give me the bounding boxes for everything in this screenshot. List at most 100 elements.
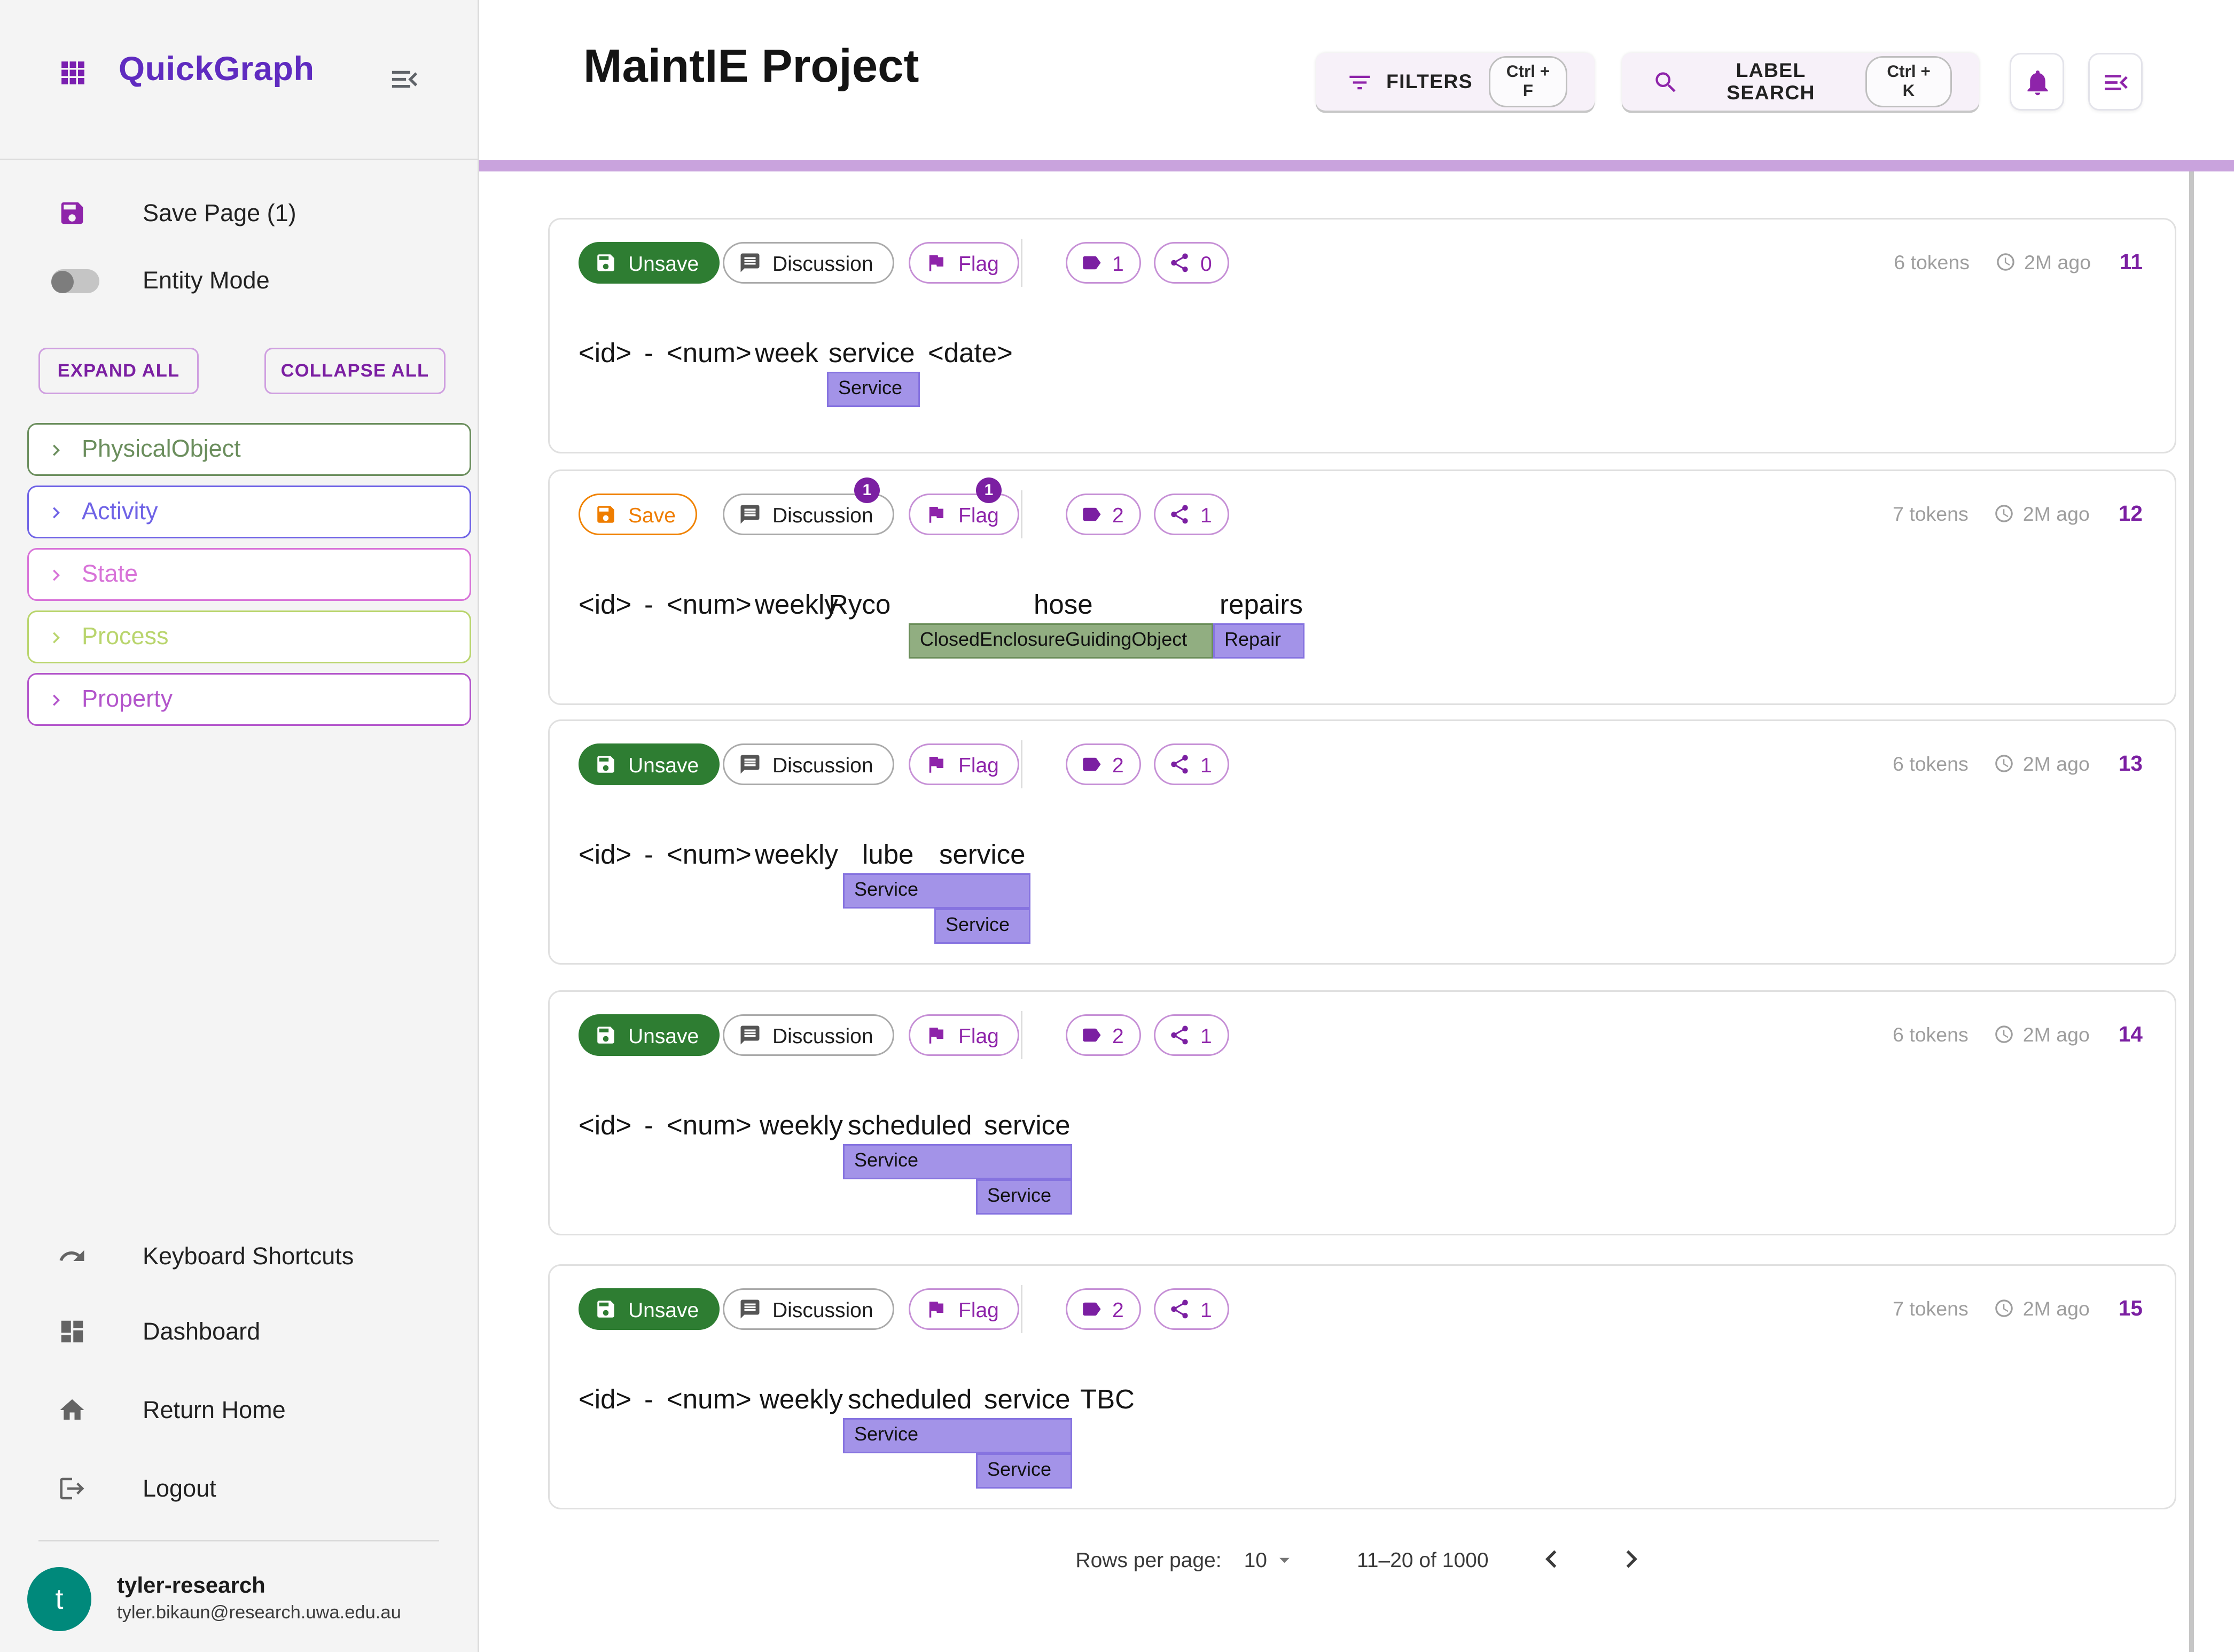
token[interactable]: Ryco — [829, 590, 891, 620]
token[interactable]: <num> — [667, 1384, 752, 1415]
label-search-button[interactable]: LABEL SEARCH Ctrl + K — [1622, 53, 1979, 111]
token[interactable]: service — [984, 1384, 1071, 1415]
token[interactable]: weekly — [755, 590, 838, 620]
token[interactable]: service — [984, 1110, 1071, 1141]
token[interactable]: <num> — [667, 338, 752, 369]
annotation-card: Unsave Discussion Flag 1 0 6 tokens 2M — [548, 218, 2176, 453]
token[interactable]: <id> — [579, 338, 632, 369]
token[interactable]: hose — [1034, 590, 1093, 620]
entity-annotation[interactable]: Service — [843, 873, 1030, 909]
discussion-button-label: Discussion — [772, 1297, 873, 1321]
unsave-button[interactable]: Unsave — [579, 242, 720, 284]
scrollbar[interactable] — [2189, 171, 2194, 1652]
token[interactable]: <id> — [579, 840, 632, 870]
entity-type-label: State — [82, 561, 138, 588]
token[interactable]: weekly — [760, 1384, 843, 1415]
flag-button[interactable]: Flag — [909, 242, 1020, 284]
entity-mode-toggle[interactable] — [51, 269, 99, 293]
token[interactable]: service — [939, 840, 1026, 870]
label-count-pill[interactable]: 2 — [1066, 1014, 1142, 1056]
divider — [1021, 1285, 1022, 1333]
label-count: 2 — [1112, 752, 1124, 777]
notifications-button[interactable] — [2010, 53, 2064, 111]
divider — [1021, 1011, 1022, 1059]
entity-annotation[interactable]: Service — [843, 1418, 1072, 1453]
entity-type-property[interactable]: Property — [27, 673, 471, 726]
entity-annotation[interactable]: Service — [976, 1179, 1072, 1215]
token[interactable]: scheduled — [848, 1110, 972, 1141]
share-count-pill[interactable]: 1 — [1154, 1014, 1230, 1056]
entity-annotation[interactable]: ClosedEnclosureGuidingObject — [909, 623, 1213, 659]
flag-button[interactable]: Flag — [909, 1288, 1020, 1330]
token[interactable]: <num> — [667, 1110, 752, 1141]
token[interactable]: - — [644, 840, 654, 870]
previous-page-button[interactable] — [1534, 1541, 1569, 1577]
token[interactable]: - — [644, 1384, 654, 1415]
token[interactable]: weekly — [755, 840, 838, 870]
discussion-button[interactable]: Discussion — [723, 1014, 894, 1056]
discussion-button[interactable]: Discussion — [723, 494, 894, 535]
entity-annotation[interactable]: Service — [827, 372, 920, 407]
sidebar-item-logout[interactable]: Logout — [0, 1461, 478, 1516]
token[interactable]: - — [644, 590, 654, 620]
entity-annotation[interactable]: Service — [843, 1144, 1072, 1179]
sidebar-item-dashboard[interactable]: Dashboard — [0, 1304, 478, 1359]
token[interactable]: - — [644, 338, 654, 369]
sidebar-item-keyboard-shortcuts[interactable]: Keyboard Shortcuts — [0, 1229, 478, 1283]
token[interactable]: scheduled — [848, 1384, 972, 1415]
label-count-pill[interactable]: 2 — [1066, 1288, 1142, 1330]
entity-type-activity[interactable]: Activity — [27, 486, 471, 538]
tag-icon — [1083, 1302, 1101, 1316]
token[interactable]: <date> — [928, 338, 1013, 369]
save-button-label: Unsave — [628, 1023, 699, 1047]
share-count-pill[interactable]: 1 — [1154, 494, 1230, 535]
token[interactable]: <id> — [579, 1384, 632, 1415]
unsave-button[interactable]: Unsave — [579, 1014, 720, 1056]
share-count: 1 — [1200, 752, 1212, 777]
share-count-pill[interactable]: 1 — [1154, 1288, 1230, 1330]
unsave-button[interactable]: Unsave — [579, 743, 720, 785]
discussion-button[interactable]: Discussion — [723, 242, 894, 284]
next-page-button[interactable] — [1614, 1541, 1649, 1577]
avatar[interactable]: t — [27, 1567, 91, 1631]
entity-annotation[interactable]: Service — [934, 909, 1030, 944]
save-button[interactable]: Save — [579, 494, 697, 535]
token[interactable]: weekly — [760, 1110, 843, 1141]
token[interactable]: <id> — [579, 590, 632, 620]
sidebar-item-return-home[interactable]: Return Home — [0, 1383, 478, 1437]
token[interactable]: repairs — [1220, 590, 1303, 620]
flag-button[interactable]: Flag — [909, 494, 1020, 535]
token[interactable]: week — [755, 338, 819, 369]
entity-type-state[interactable]: State — [27, 548, 471, 601]
label-count-pill[interactable]: 1 — [1066, 242, 1142, 284]
card-meta: 6 tokens 2M ago 14 — [1893, 1022, 2143, 1046]
share-count-pill[interactable]: 0 — [1154, 242, 1230, 284]
entity-type-physicalobject[interactable]: PhysicalObject — [27, 423, 471, 476]
collapse-all-button[interactable]: COLLAPSE ALL — [264, 348, 446, 394]
filters-button[interactable]: FILTERS Ctrl + F — [1316, 53, 1595, 111]
token[interactable]: lube — [862, 840, 914, 870]
panel-menu-button[interactable] — [2088, 53, 2143, 111]
token[interactable]: <id> — [579, 1110, 632, 1141]
token[interactable]: service — [829, 338, 915, 369]
divider — [1021, 740, 1022, 788]
pagination-range: 11–20 of 1000 — [1357, 1547, 1489, 1571]
token[interactable]: - — [644, 1110, 654, 1141]
sidebar-collapse-icon[interactable] — [388, 62, 421, 96]
share-count-pill[interactable]: 1 — [1154, 743, 1230, 785]
entity-type-process[interactable]: Process — [27, 610, 471, 663]
expand-all-button[interactable]: EXPAND ALL — [38, 348, 199, 394]
flag-button[interactable]: Flag — [909, 743, 1020, 785]
flag-button[interactable]: Flag — [909, 1014, 1020, 1056]
token[interactable]: <num> — [667, 840, 752, 870]
token[interactable]: TBC — [1080, 1384, 1135, 1415]
label-count-pill[interactable]: 2 — [1066, 494, 1142, 535]
discussion-button[interactable]: Discussion — [723, 1288, 894, 1330]
token[interactable]: <num> — [667, 590, 752, 620]
unsave-button[interactable]: Unsave — [579, 1288, 720, 1330]
discussion-button[interactable]: Discussion — [723, 743, 894, 785]
rows-per-page-select[interactable]: 10 — [1244, 1547, 1296, 1571]
entity-annotation[interactable]: Repair — [1213, 623, 1305, 659]
label-count-pill[interactable]: 2 — [1066, 743, 1142, 785]
entity-annotation[interactable]: Service — [976, 1453, 1072, 1489]
